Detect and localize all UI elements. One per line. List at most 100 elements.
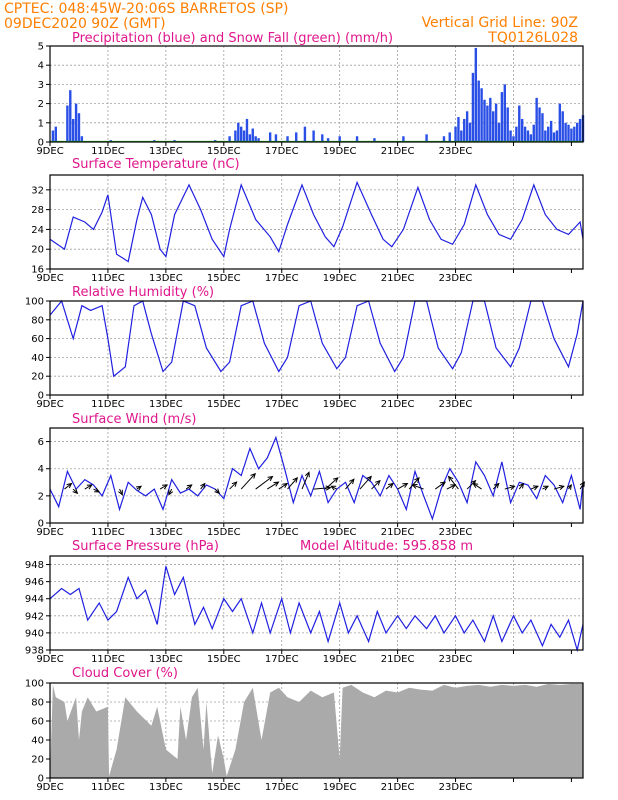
precip-bar	[448, 132, 451, 142]
y-tick-label: 938	[25, 646, 44, 657]
wind-arrow-shaft	[579, 481, 585, 490]
y-tick-label: 940	[25, 628, 44, 639]
precip-bar	[54, 126, 57, 142]
x-tick-label: 13DEC	[149, 146, 183, 157]
wind-arrow	[278, 482, 289, 490]
precip-bar	[355, 136, 359, 142]
wind-arrow	[118, 488, 123, 496]
panel-title-precipitation: Precipitation (blue) and Snow Fall (gree…	[72, 31, 393, 46]
precip-bar	[234, 130, 237, 142]
wind-arrow-head	[86, 484, 93, 490]
x-tick-label: 19DEC	[323, 273, 357, 284]
wind-arrow-shaft	[448, 476, 459, 490]
x-tick-label: 11DEC	[91, 527, 125, 538]
x-tick-label: 21DEC	[381, 782, 415, 793]
precip-bar	[500, 92, 504, 142]
wind-arrow	[472, 482, 482, 490]
header-model-id: TQ0126L028	[487, 30, 578, 46]
x-tick-label: 13DEC	[149, 399, 183, 410]
wind-arrow	[504, 484, 516, 490]
wind-series-line	[49, 435, 584, 521]
wind-arrow-head	[579, 481, 585, 488]
wind-arrow	[542, 485, 550, 491]
wind-arrow	[492, 482, 500, 490]
panel-title-temperature: Surface Temperature (nC)	[72, 157, 240, 172]
header-grid-note: Vertical Grid Line: 90Z	[422, 15, 578, 31]
x-tick-label: 17DEC	[265, 146, 299, 157]
wind-arrow-shaft	[472, 483, 482, 490]
wind-arrow-head	[509, 484, 516, 490]
precip-bar	[512, 136, 515, 142]
wind-arrow	[566, 483, 572, 490]
precip-bar	[71, 118, 75, 142]
wind-arrow-head	[273, 481, 280, 487]
precip-bar	[547, 126, 550, 142]
x-tick-label: 15DEC	[207, 273, 241, 284]
y-tick-label: 944	[25, 594, 44, 605]
x-tick-label: 23DEC	[439, 782, 473, 793]
y-tick-label: 80	[31, 698, 44, 709]
precip-bar	[245, 118, 249, 142]
precip-bar	[555, 130, 559, 142]
precip-bar	[242, 130, 246, 142]
plot-frame	[49, 555, 584, 651]
wind-arrow-head	[493, 482, 500, 489]
x-tick-label: 13DEC	[149, 527, 183, 538]
wind-arrow-shaft	[553, 485, 564, 490]
wind-arrow	[411, 483, 424, 490]
wind-arrow	[266, 481, 280, 490]
wind-arrow-shaft	[434, 481, 446, 490]
x-tick-label: 17DEC	[265, 782, 299, 793]
precip-bar	[454, 126, 457, 142]
wind-arrow	[345, 478, 355, 490]
wind-arrow	[313, 485, 332, 491]
wind-arrow-shaft	[301, 472, 310, 490]
wind-arrow-shaft	[278, 483, 288, 490]
wind-arrow-shaft	[345, 478, 355, 490]
x-tick-label: 9DEC	[36, 146, 63, 157]
y-tick-label: 60	[31, 717, 44, 728]
wind-arrow	[136, 485, 143, 491]
y-tick-label: 2	[38, 99, 44, 110]
precip-bar	[549, 120, 553, 142]
x-tick-label: 13DEC	[149, 273, 183, 284]
y-tick-label: 0	[38, 391, 44, 402]
wind-arrow-head	[292, 477, 299, 483]
wind-arrow	[518, 482, 525, 490]
y-tick-label: 4	[38, 61, 44, 72]
y-tick-label: 4	[38, 464, 44, 475]
panel-title-wind: Surface Wind (m/s)	[72, 412, 196, 427]
precip-bar	[457, 117, 460, 142]
precip-bar	[477, 80, 480, 142]
precip-bar	[526, 130, 530, 142]
wind-arrow-shaft	[466, 480, 476, 490]
panel-title-humidity: Relative Humidity (%)	[72, 285, 214, 300]
x-tick-label: 21DEC	[381, 146, 415, 157]
x-tick-label: 17DEC	[265, 654, 299, 665]
wind-arrow-head	[94, 487, 101, 493]
wind-arrow-head	[349, 478, 355, 485]
y-tick-label: 1	[38, 118, 44, 129]
y-tick-label: 100	[25, 297, 44, 308]
wind-arrow-shaft	[240, 473, 256, 490]
wind-arrow-head	[447, 475, 454, 482]
precip-bar	[51, 130, 55, 142]
wind-arrow	[397, 482, 409, 490]
precip-bar	[486, 105, 489, 142]
x-tick-label: 9DEC	[36, 527, 63, 538]
wind-arrow-shaft	[385, 483, 394, 490]
wind-arrow	[330, 485, 338, 491]
precip-bar	[80, 136, 84, 142]
wind-arrow	[530, 485, 539, 491]
header-station: CPTEC: 048:45W-20:06S BARRETOS (SP)	[4, 1, 288, 17]
y-tick-label: 6	[38, 437, 44, 448]
wind-arrow-head	[411, 483, 418, 489]
wind-arrow-shaft	[408, 477, 420, 490]
wind-arrow-shaft	[64, 483, 72, 490]
wind-arrow-shaft	[255, 476, 273, 490]
x-tick-label: 23DEC	[439, 399, 473, 410]
precip-bar	[286, 136, 289, 142]
humidity-series-line	[49, 299, 584, 378]
y-tick-label: 60	[31, 334, 44, 345]
wind-arrow-shaft	[287, 477, 298, 490]
